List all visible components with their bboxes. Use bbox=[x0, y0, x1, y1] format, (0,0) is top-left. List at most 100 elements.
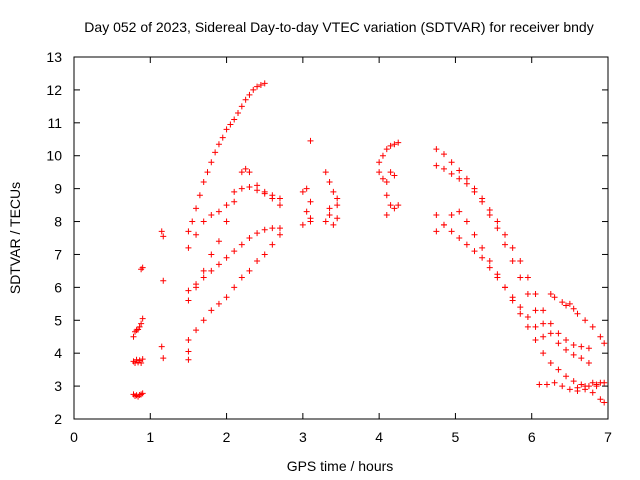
data-point bbox=[231, 188, 238, 195]
data-point bbox=[215, 141, 222, 148]
x-axis-ticks bbox=[73, 57, 609, 419]
data-point bbox=[563, 373, 570, 380]
data-point bbox=[471, 188, 478, 195]
data-point bbox=[196, 192, 203, 199]
data-point bbox=[204, 169, 211, 176]
data-point bbox=[524, 313, 531, 320]
data-point bbox=[383, 146, 390, 153]
series-early-mid bbox=[130, 356, 146, 367]
data-point bbox=[326, 179, 333, 186]
data-point bbox=[547, 320, 554, 327]
y-axis-tick-labels: 2 3 4 5 6 7 8 9 10 11 12 13 bbox=[46, 49, 62, 427]
data-point bbox=[563, 302, 570, 309]
data-point bbox=[254, 187, 261, 194]
data-point bbox=[208, 251, 215, 258]
y-tick-label: 7 bbox=[54, 246, 62, 262]
data-point bbox=[215, 208, 222, 215]
data-point bbox=[160, 233, 167, 240]
data-point bbox=[585, 345, 592, 352]
x-tick-label: 1 bbox=[146, 429, 154, 445]
data-point bbox=[395, 139, 402, 146]
data-point bbox=[440, 151, 447, 158]
data-point bbox=[261, 80, 268, 87]
data-point bbox=[532, 323, 539, 330]
data-point bbox=[200, 218, 207, 225]
y-axis-ticks bbox=[74, 56, 608, 420]
plot-frame bbox=[73, 56, 609, 420]
y-tick-label: 10 bbox=[46, 148, 62, 164]
data-point bbox=[219, 134, 226, 141]
data-point bbox=[578, 381, 585, 388]
data-point bbox=[585, 360, 592, 367]
data-point bbox=[303, 208, 310, 215]
data-point bbox=[532, 337, 539, 344]
data-point bbox=[246, 91, 253, 98]
data-point bbox=[185, 356, 192, 363]
x-tick-label: 7 bbox=[604, 429, 612, 445]
data-point bbox=[578, 355, 585, 362]
data-point bbox=[254, 230, 261, 237]
data-point bbox=[185, 297, 192, 304]
data-point bbox=[456, 235, 463, 241]
data-point bbox=[322, 169, 329, 176]
data-point bbox=[276, 202, 283, 209]
data-point bbox=[299, 221, 306, 228]
y-tick-label: 3 bbox=[54, 378, 62, 394]
data-point bbox=[383, 192, 390, 199]
data-point bbox=[246, 183, 253, 190]
data-point bbox=[223, 126, 230, 133]
data-point bbox=[269, 241, 276, 248]
data-point bbox=[160, 355, 167, 362]
data-point bbox=[160, 277, 167, 284]
data-point bbox=[254, 83, 261, 90]
data-point bbox=[193, 231, 200, 238]
data-point bbox=[448, 211, 455, 218]
data-point bbox=[486, 211, 493, 218]
data-point bbox=[479, 244, 486, 251]
data-point bbox=[242, 96, 249, 103]
data-point bbox=[334, 195, 341, 202]
data-point bbox=[570, 305, 577, 312]
data-point bbox=[379, 152, 386, 159]
series-arc-top bbox=[185, 80, 268, 235]
data-point bbox=[200, 317, 207, 324]
data-point bbox=[589, 389, 596, 396]
data-point bbox=[215, 300, 222, 307]
data-point bbox=[566, 300, 573, 307]
data-point bbox=[555, 340, 562, 347]
data-point bbox=[238, 103, 245, 110]
data-point bbox=[193, 205, 200, 212]
data-point bbox=[254, 258, 261, 265]
data-point bbox=[502, 241, 509, 248]
series-early-low bbox=[130, 390, 146, 400]
data-point bbox=[456, 208, 463, 215]
data-point bbox=[582, 386, 589, 393]
data-point bbox=[235, 109, 242, 116]
data-point bbox=[330, 188, 337, 195]
data-point bbox=[208, 211, 215, 218]
data-point bbox=[132, 360, 139, 367]
data-point bbox=[303, 185, 310, 192]
data-point bbox=[433, 162, 440, 169]
data-point bbox=[486, 258, 493, 265]
data-point bbox=[601, 399, 608, 406]
data-point bbox=[551, 379, 558, 386]
data-point bbox=[551, 294, 558, 301]
data-point bbox=[208, 267, 215, 274]
data-point bbox=[387, 142, 394, 149]
data-point bbox=[215, 238, 222, 245]
data-point bbox=[391, 172, 398, 179]
data-point bbox=[547, 330, 554, 337]
data-point bbox=[250, 86, 257, 93]
data-point bbox=[231, 248, 238, 255]
data-point bbox=[440, 221, 447, 228]
data-point bbox=[601, 379, 608, 386]
data-point bbox=[479, 198, 486, 205]
x-tick-label: 0 bbox=[70, 429, 78, 445]
data-point bbox=[238, 274, 245, 281]
data-point bbox=[276, 195, 283, 202]
data-point bbox=[238, 241, 245, 248]
data-point bbox=[509, 258, 516, 265]
data-point bbox=[433, 228, 440, 235]
